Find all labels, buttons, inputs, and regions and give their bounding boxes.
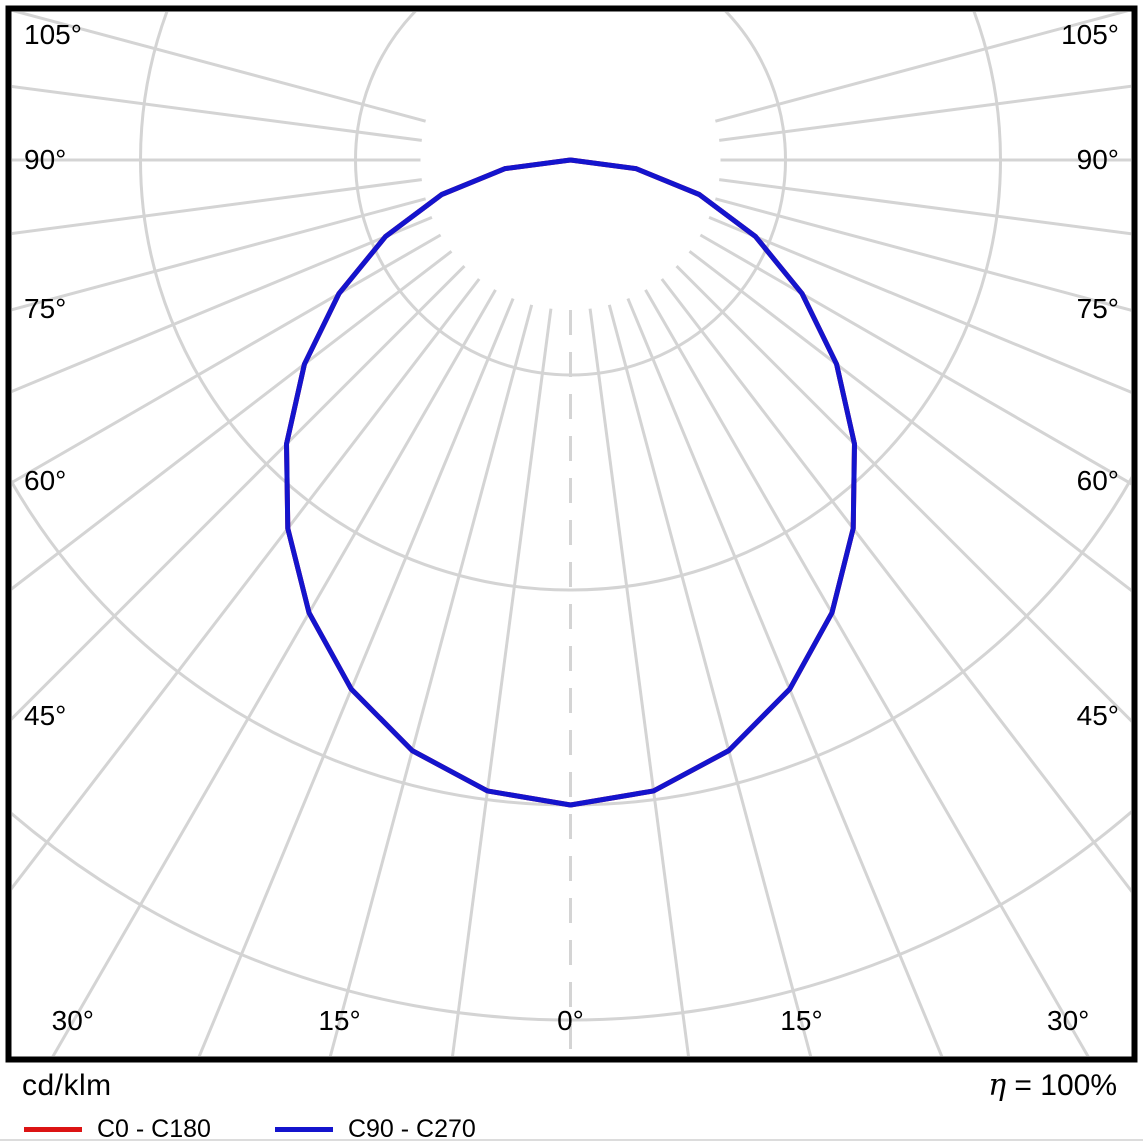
gamma-tick-label: 45° <box>24 700 66 731</box>
gamma-grid-line <box>688 250 1131 592</box>
gamma-tick-label: 15° <box>318 1005 360 1036</box>
gamma-grid-line <box>197 298 515 1056</box>
legend-label: C0 - C180 <box>97 1115 211 1143</box>
gamma-grid-line <box>12 278 481 891</box>
gamma-grid-line <box>715 12 1129 123</box>
eta-value: 100% <box>1040 1069 1117 1102</box>
gamma-grid-line <box>708 216 1131 394</box>
gamma-grid-line <box>12 84 422 142</box>
gamma-tick-label: 75° <box>1077 293 1119 324</box>
gamma-grid-line <box>12 265 466 721</box>
gamma-tick-label: 105° <box>1061 19 1119 50</box>
gamma-grid-line <box>719 178 1131 236</box>
gamma-tick-labels: 30° 15° 0° 15° 30° 105° 105° 90° 90° 75° 75° 60° 60°… <box>24 19 1119 1036</box>
gamma-tick-label: 0° <box>557 1005 584 1036</box>
gamma-grid-line <box>644 289 1090 1056</box>
eta-symbol: η <box>988 1068 1007 1103</box>
curve-C90-C270 <box>284 157 857 808</box>
footer-row: cd/klm η = 100% <box>0 1066 1143 1103</box>
gamma-tick-label: 60° <box>24 465 66 496</box>
gamma-grid-line <box>626 298 944 1056</box>
gamma-tick-label: 15° <box>780 1005 822 1036</box>
gamma-grid-line <box>675 265 1131 723</box>
legend: C0 - C180 C90 - C270 <box>0 1115 1143 1143</box>
gamma-tick-label: 105° <box>24 19 82 50</box>
chart-footer: cd/klm η = 100% C0 - C180 C90 - C270 <box>0 1066 1143 1143</box>
eta-equals: = <box>1006 1069 1041 1102</box>
legend-swatch <box>24 1127 82 1132</box>
plot-border <box>5 5 1138 1063</box>
legend-item: C90 - C270 <box>274 1115 476 1143</box>
gamma-grid-line <box>51 289 497 1056</box>
gamma-tick-label: 45° <box>1077 700 1119 731</box>
legend-label: C90 - C270 <box>347 1115 476 1143</box>
grid-ring <box>12 810 1131 1022</box>
legend-item: C0 - C180 <box>24 1115 211 1143</box>
gamma-grid-line <box>588 308 690 1056</box>
gamma-grid-line <box>328 304 534 1056</box>
gamma-grid-line <box>719 84 1131 142</box>
gamma-tick-label: 30° <box>52 1005 94 1036</box>
gamma-tick-label: 60° <box>1077 465 1119 496</box>
gamma-grid-line <box>12 197 426 312</box>
units-label: cd/klm <box>22 1069 112 1102</box>
efficiency-label: η = 100% <box>988 1068 1117 1103</box>
gamma-grid-line <box>12 216 433 393</box>
gamma-grid-line <box>607 304 813 1056</box>
gamma-tick-label: 90° <box>1077 144 1119 175</box>
gamma-grid-line <box>451 308 553 1056</box>
gamma-grid-line <box>715 197 1131 312</box>
gamma-grid-line <box>660 278 1131 893</box>
gamma-tick-label: 75° <box>24 293 66 324</box>
legend-swatch <box>274 1127 333 1132</box>
gamma-tick-label: 30° <box>1047 1005 1089 1036</box>
gamma-tick-label: 90° <box>24 144 66 175</box>
bottom-divider <box>0 1139 1143 1141</box>
gamma-grid-line <box>12 250 453 591</box>
gamma-grid-line <box>12 12 426 123</box>
gamma-grid-line <box>12 178 422 236</box>
gamma-grid-line <box>12 233 442 485</box>
gamma-grid-line <box>699 233 1131 486</box>
